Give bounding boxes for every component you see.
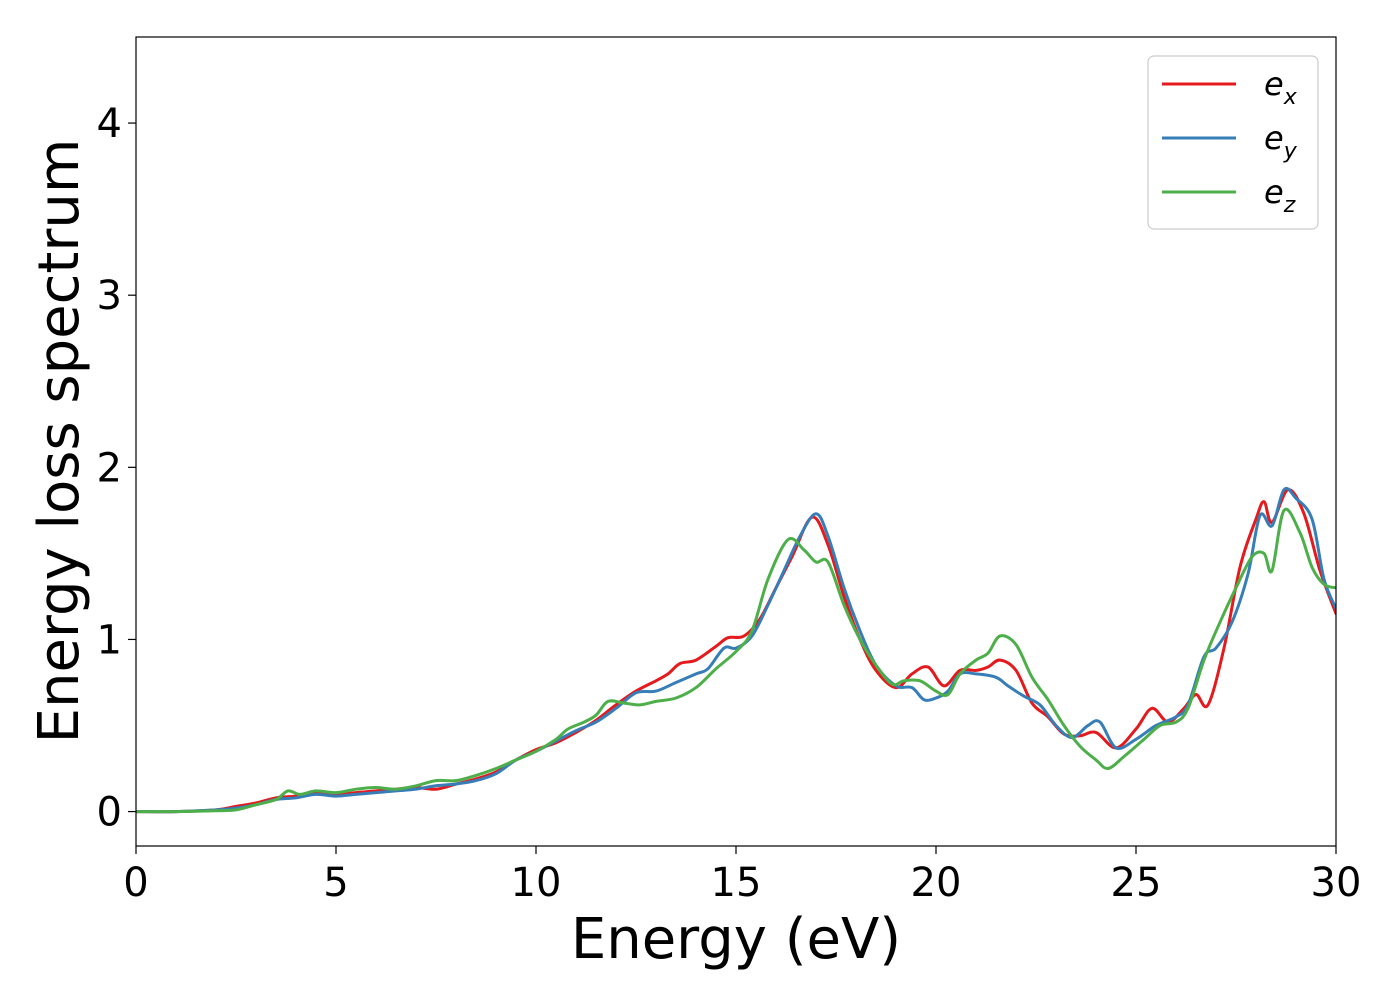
y-tick-label: 1 — [97, 617, 122, 663]
y-tick-label: 4 — [97, 101, 122, 147]
legend-box — [1147, 55, 1319, 230]
x-tick-label: 20 — [911, 860, 962, 906]
series-line-ez — [136, 507, 1336, 814]
x-tick-label: 10 — [511, 860, 562, 906]
x-tick-label: 0 — [123, 860, 148, 906]
y-axis-title: Energy loss spectrum — [27, 139, 92, 744]
x-tick-label: 5 — [323, 860, 348, 906]
y-tick-label: 2 — [97, 445, 122, 491]
series-layer — [136, 486, 1336, 814]
series-line-ey — [136, 486, 1336, 814]
x-tick-label: 30 — [1311, 860, 1362, 906]
x-axis-title: Energy (eV) — [571, 907, 901, 972]
plot-background — [136, 37, 1336, 846]
x-tick-label: 15 — [711, 860, 762, 906]
y-axis: 0 1 2 3 4 — [97, 101, 136, 836]
x-axis: 0 5 10 15 20 25 30 — [123, 846, 1361, 906]
y-tick-label: 3 — [97, 273, 122, 319]
y-tick-label: 0 — [97, 790, 122, 836]
x-tick-label: 25 — [1111, 860, 1162, 906]
